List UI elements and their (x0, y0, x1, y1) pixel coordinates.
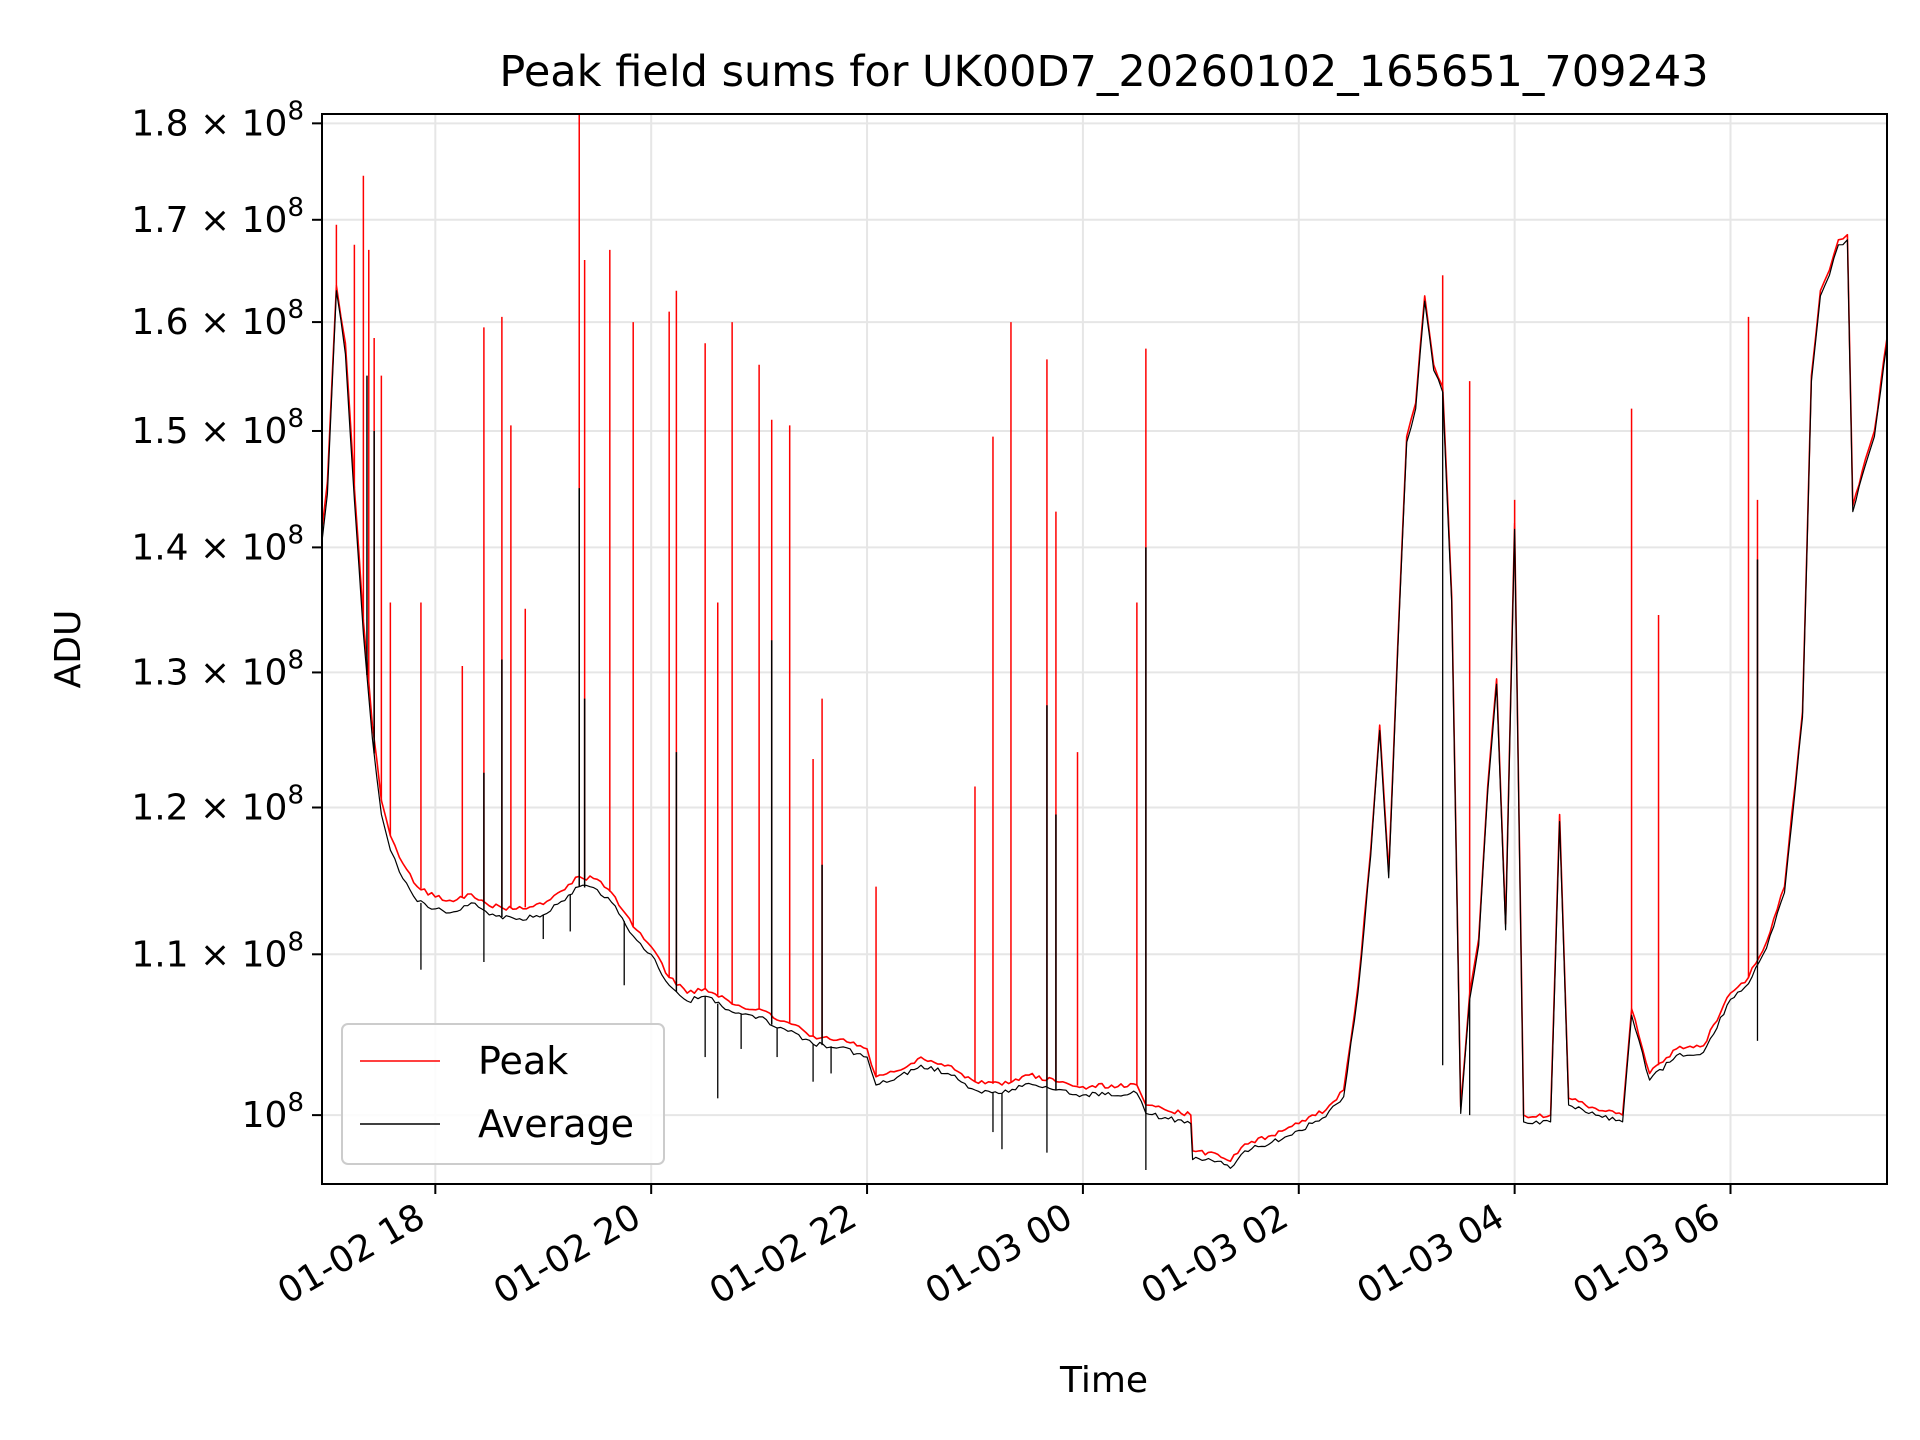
y-tick-exponent: 8 (287, 404, 304, 434)
y-axis-title: ADU (48, 610, 89, 689)
plot-series (322, 114, 1887, 1170)
y-tick-label: 1.8 × 108 (131, 96, 304, 144)
series-average (322, 239, 1887, 1170)
legend: Peak Average (341, 1023, 665, 1165)
series-line (322, 239, 1887, 1169)
y-tick-label: 1.3 × 108 (131, 645, 304, 693)
y-tick-mantissa: 1.3 × 10 (131, 652, 287, 693)
y-tick-exponent: 8 (287, 520, 304, 550)
y-tick-label: 1.2 × 108 (131, 780, 304, 828)
y-tick-mantissa: 1.7 × 10 (131, 200, 287, 241)
y-tick-label: 1.6 × 108 (131, 295, 304, 343)
y-tick-label: 1.4 × 108 (131, 520, 304, 568)
y-tick-mantissa: 1.2 × 10 (131, 787, 287, 828)
y-tick-label: 108 (242, 1088, 304, 1136)
y-tick-exponent: 8 (287, 645, 304, 675)
y-tick-exponent: 8 (287, 193, 304, 223)
y-tick-exponent: 8 (287, 1088, 304, 1118)
y-tick-label: 1.5 × 108 (131, 404, 304, 452)
y-tick-mantissa: 1.6 × 10 (131, 302, 287, 343)
legend-box (341, 1023, 665, 1165)
y-tick-mantissa: 1.8 × 10 (131, 103, 287, 144)
legend-peak-label: Peak (478, 1039, 568, 1083)
plot-frame (321, 113, 1888, 1185)
y-tick-mantissa: 1.4 × 10 (131, 527, 287, 568)
y-tick-mantissa: 10 (242, 1095, 288, 1136)
y-tick-label: 1.1 × 108 (131, 927, 304, 975)
y-tick-exponent: 8 (287, 295, 304, 325)
x-axis-title: Time (1059, 1360, 1148, 1401)
y-tick-label: 1.7 × 108 (131, 193, 304, 241)
series-line (322, 233, 1887, 1163)
y-tick-mantissa: 1.1 × 10 (131, 934, 287, 975)
y-tick-exponent: 8 (287, 780, 304, 810)
y-tick-exponent: 8 (287, 927, 304, 957)
y-tick-mantissa: 1.5 × 10 (131, 411, 287, 452)
chart-title: Peak field sums for UK00D7_20260102_1656… (499, 47, 1708, 97)
legend-average-label: Average (478, 1102, 634, 1146)
y-tick-exponent: 8 (287, 96, 304, 126)
